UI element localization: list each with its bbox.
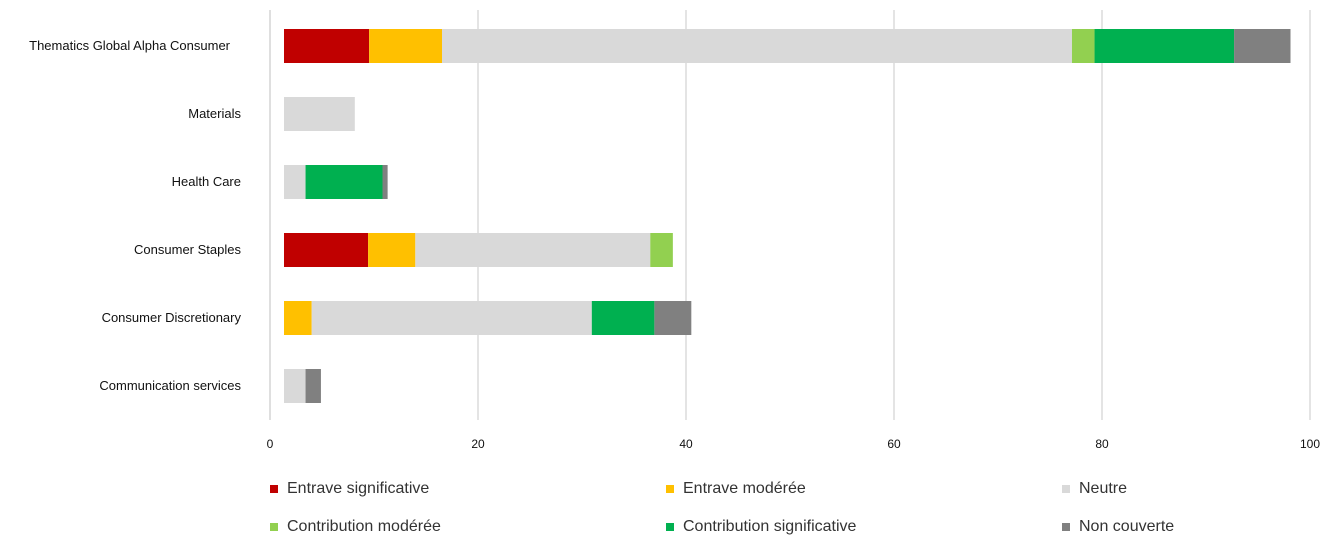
gridlines bbox=[269, 10, 1311, 420]
x-tick-label-0: 0 bbox=[267, 437, 274, 451]
bar-communication-services-neutre bbox=[284, 369, 306, 403]
bar-thematics-global-alpha-consumer-entrave-mod-r-e bbox=[369, 29, 443, 63]
category-label-materials: Materials bbox=[188, 106, 241, 121]
bar-health-care-neutre bbox=[284, 165, 306, 199]
bar-consumer-discretionary-entrave-mod-r-e bbox=[284, 301, 312, 335]
x-tick-label-60: 60 bbox=[887, 437, 901, 451]
bar-thematics-global-alpha-consumer-contribution-mod-r-e bbox=[1071, 29, 1095, 63]
bar-materials-neutre bbox=[284, 97, 355, 131]
x-tick-label-100: 100 bbox=[1300, 437, 1320, 451]
x-tick-label-20: 20 bbox=[471, 437, 485, 451]
bar-consumer-discretionary-contribution-significative bbox=[591, 301, 655, 335]
category-label-consumer-discretionary: Consumer Discretionary bbox=[102, 310, 242, 325]
bar-health-care-non-couverte bbox=[382, 165, 388, 199]
bar-consumer-discretionary-neutre bbox=[311, 301, 592, 335]
bar-thematics-global-alpha-consumer-neutre bbox=[442, 29, 1072, 63]
bar-health-care-contribution-significative bbox=[305, 165, 383, 199]
bar-consumer-staples-contribution-mod-r-e bbox=[650, 233, 673, 267]
category-label-health-care: Health Care bbox=[172, 174, 241, 189]
category-label-thematics-global-alpha-consumer: Thematics Global Alpha Consumer bbox=[29, 38, 231, 53]
bar-thematics-global-alpha-consumer-entrave-significative bbox=[284, 29, 370, 63]
x-tick-label-80: 80 bbox=[1095, 437, 1109, 451]
x-tick-labels: 0 20 40 60 80 100 bbox=[267, 437, 1321, 451]
bar-thematics-global-alpha-consumer-contribution-significative bbox=[1094, 29, 1235, 63]
x-tick-label-40: 40 bbox=[679, 437, 693, 451]
bars bbox=[284, 29, 1291, 403]
category-label-communication-services: Communication services bbox=[99, 378, 241, 393]
category-labels: Thematics Global Alpha Consumer Materials… bbox=[29, 38, 241, 393]
bar-thematics-global-alpha-consumer-non-couverte bbox=[1234, 29, 1291, 63]
bar-consumer-staples-entrave-mod-r-e bbox=[368, 233, 416, 267]
bar-consumer-discretionary-non-couverte bbox=[654, 301, 692, 335]
bar-consumer-staples-neutre bbox=[415, 233, 651, 267]
bar-communication-services-non-couverte bbox=[305, 369, 321, 403]
bar-consumer-staples-entrave-significative bbox=[284, 233, 369, 267]
category-label-consumer-staples: Consumer Staples bbox=[134, 242, 241, 257]
